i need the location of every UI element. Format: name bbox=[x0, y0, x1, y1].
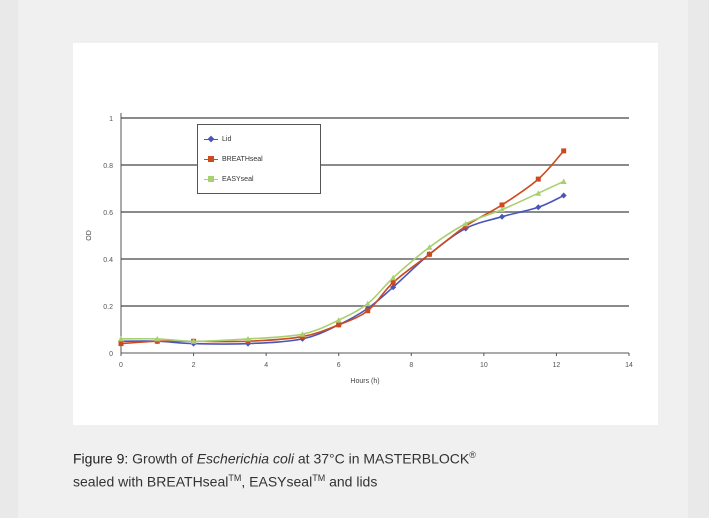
y-tick-label-2: 0.4 bbox=[103, 257, 113, 264]
point-breathseal-12 bbox=[561, 148, 567, 154]
legend-item-lid: Lid bbox=[204, 129, 314, 149]
registered-mark: ® bbox=[469, 450, 476, 460]
point-easyseal-4 bbox=[299, 331, 306, 337]
x-axis-label: Hours (h) bbox=[350, 378, 379, 385]
legend-swatch-easyseal bbox=[204, 174, 218, 184]
point-easyseal-3 bbox=[245, 335, 251, 342]
point-easyseal-0 bbox=[118, 335, 124, 342]
x-tick-label-3: 6 bbox=[337, 362, 341, 369]
x-tick-label-0: 0 bbox=[119, 362, 123, 369]
x-tick-label-5: 10 bbox=[480, 362, 488, 369]
caption-text-1: Growth of bbox=[128, 450, 197, 467]
point-easyseal-7 bbox=[390, 274, 397, 281]
legend-label-easyseal: EASYseal bbox=[222, 175, 254, 183]
x-tick-label-6: 12 bbox=[553, 362, 561, 369]
x-tick-label-7: 14 bbox=[625, 362, 633, 369]
trademark-1: TM bbox=[228, 472, 242, 483]
legend-swatch-lid bbox=[204, 134, 218, 144]
caption-text-4: , EASYseal bbox=[241, 473, 313, 490]
caption-text-5: and lids bbox=[325, 473, 378, 490]
point-breathseal-7 bbox=[390, 280, 396, 285]
legend-item-breathseal: BREATHseal bbox=[204, 149, 314, 169]
point-easyseal-8 bbox=[426, 244, 433, 250]
point-easyseal-12 bbox=[560, 178, 567, 184]
y-axis-label: OD bbox=[86, 230, 93, 241]
point-lid-7 bbox=[390, 284, 397, 291]
series-line-lid bbox=[120, 194, 565, 345]
point-breathseal-10 bbox=[499, 202, 505, 208]
caption-text-3: sealed with BREATHseal bbox=[73, 473, 229, 490]
legend-item-easyseal: EASYseal bbox=[204, 169, 314, 189]
x-tick-label-2: 4 bbox=[264, 362, 268, 369]
y-tick-label-0: 0 bbox=[109, 351, 113, 358]
point-breathseal-0 bbox=[118, 341, 124, 347]
y-tick-label-3: 0.6 bbox=[103, 210, 113, 217]
point-lid-11 bbox=[535, 204, 542, 211]
point-breathseal-6 bbox=[365, 308, 371, 314]
point-breathseal-5 bbox=[336, 322, 342, 328]
point-easyseal-9 bbox=[462, 220, 469, 227]
x-tick-label-4: 8 bbox=[409, 362, 413, 369]
figure-caption: Figure 9: Growth of Escherichia coli at … bbox=[73, 446, 633, 491]
y-tick-label-1: 0.2 bbox=[103, 304, 113, 311]
point-easyseal-6 bbox=[364, 300, 371, 307]
figure-label: Figure 9: bbox=[73, 450, 129, 467]
caption-text-2: at 37°C in MASTERBLOCK bbox=[293, 450, 470, 467]
series-line-easyseal bbox=[120, 180, 565, 343]
legend-label-breathseal: BREATHseal bbox=[222, 155, 263, 163]
point-easyseal-2 bbox=[190, 338, 197, 344]
point-breathseal-11 bbox=[535, 176, 541, 182]
point-breathseal-8 bbox=[426, 251, 432, 257]
point-easyseal-10 bbox=[499, 206, 505, 213]
point-easyseal-11 bbox=[535, 190, 542, 196]
trademark-2: TM bbox=[312, 472, 326, 483]
legend-swatch-breathseal bbox=[204, 154, 218, 164]
y-tick-label-4: 0.8 bbox=[103, 163, 113, 170]
point-lid-10 bbox=[499, 213, 505, 220]
point-easyseal-1 bbox=[154, 335, 161, 342]
legend-label-lid: Lid bbox=[222, 135, 232, 143]
chart-area: 0 0.2 0.4 0.6 0.8 1 0 2 4 6 8 10 12 14 Hours (h) OD bbox=[73, 43, 658, 425]
point-easyseal-5 bbox=[335, 317, 342, 323]
point-lid-12 bbox=[560, 192, 567, 199]
series-line-breathseal bbox=[120, 150, 565, 345]
chart-legend: Lid BREATHseal EASYseal bbox=[197, 124, 321, 194]
caption-species: Escherichia coli bbox=[196, 450, 294, 467]
y-tick-label-5: 1 bbox=[109, 116, 113, 123]
x-tick-label-1: 2 bbox=[192, 362, 196, 369]
